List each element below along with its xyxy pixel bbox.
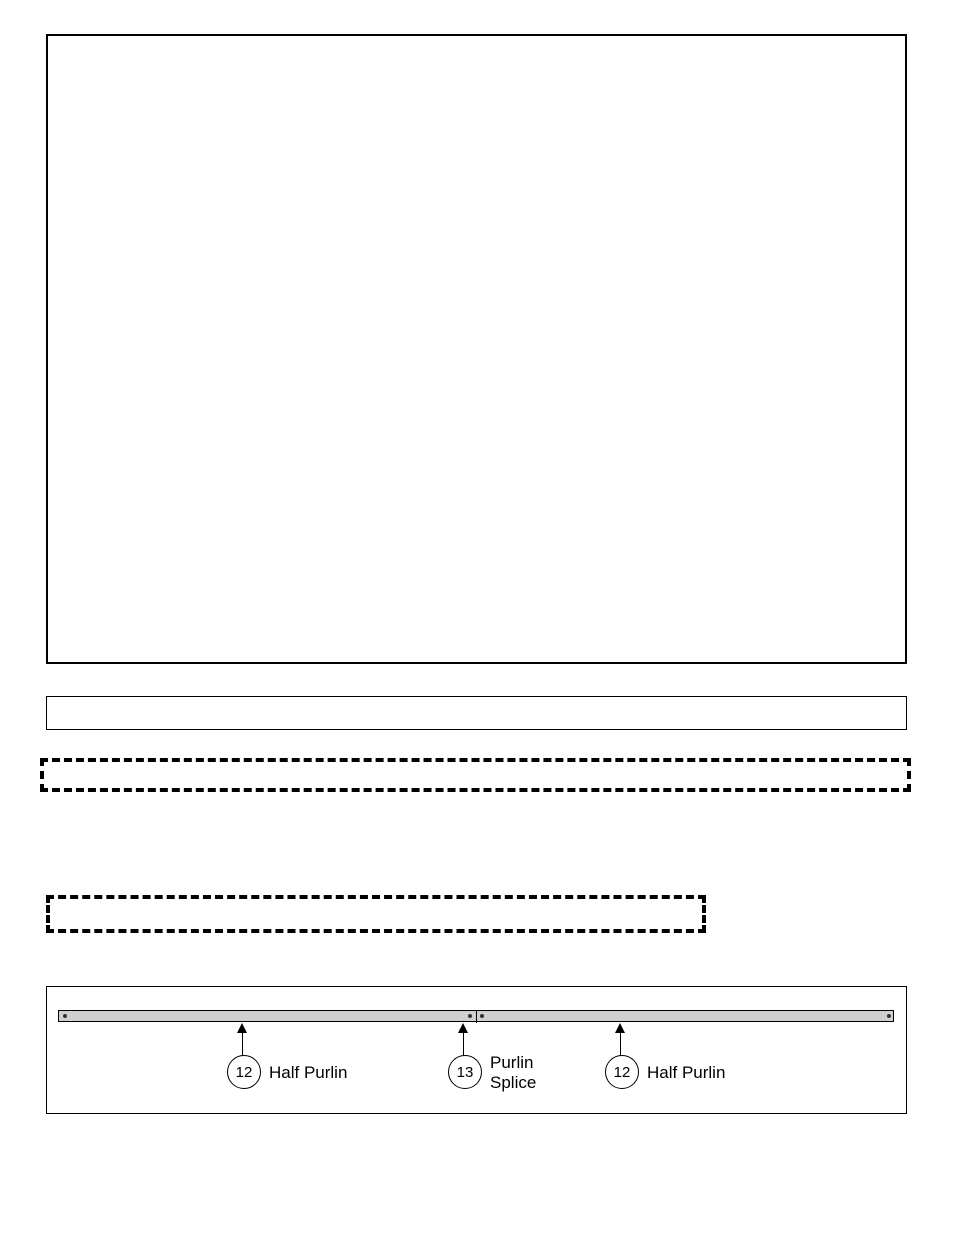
callout-number: 13 [457,1064,474,1081]
callout-number: 12 [236,1064,253,1081]
callout-number: 12 [614,1064,631,1081]
dashed-full-box [40,758,911,792]
callout-label: Purlin Splice [490,1053,536,1092]
callout-circle: 12 [605,1055,639,1089]
callout-circle: 12 [227,1055,261,1089]
purlin-bar [58,1010,894,1022]
dashed-partial-box [46,895,706,933]
callout-circle: 13 [448,1055,482,1089]
purlin-hole [63,1014,67,1018]
purlin-hole [480,1014,484,1018]
callout-label: Half Purlin [647,1063,725,1083]
top-large-box [46,34,907,664]
callout-label: Half Purlin [269,1063,347,1083]
purlin-splice-line [476,1011,477,1023]
purlin-hole [468,1014,472,1018]
bottom-frame [46,986,907,1114]
thin-solid-box [46,696,907,730]
diagram-page: 12 Half Purlin 13 Purlin Splice 12 Half … [0,0,954,1235]
purlin-hole [887,1014,891,1018]
